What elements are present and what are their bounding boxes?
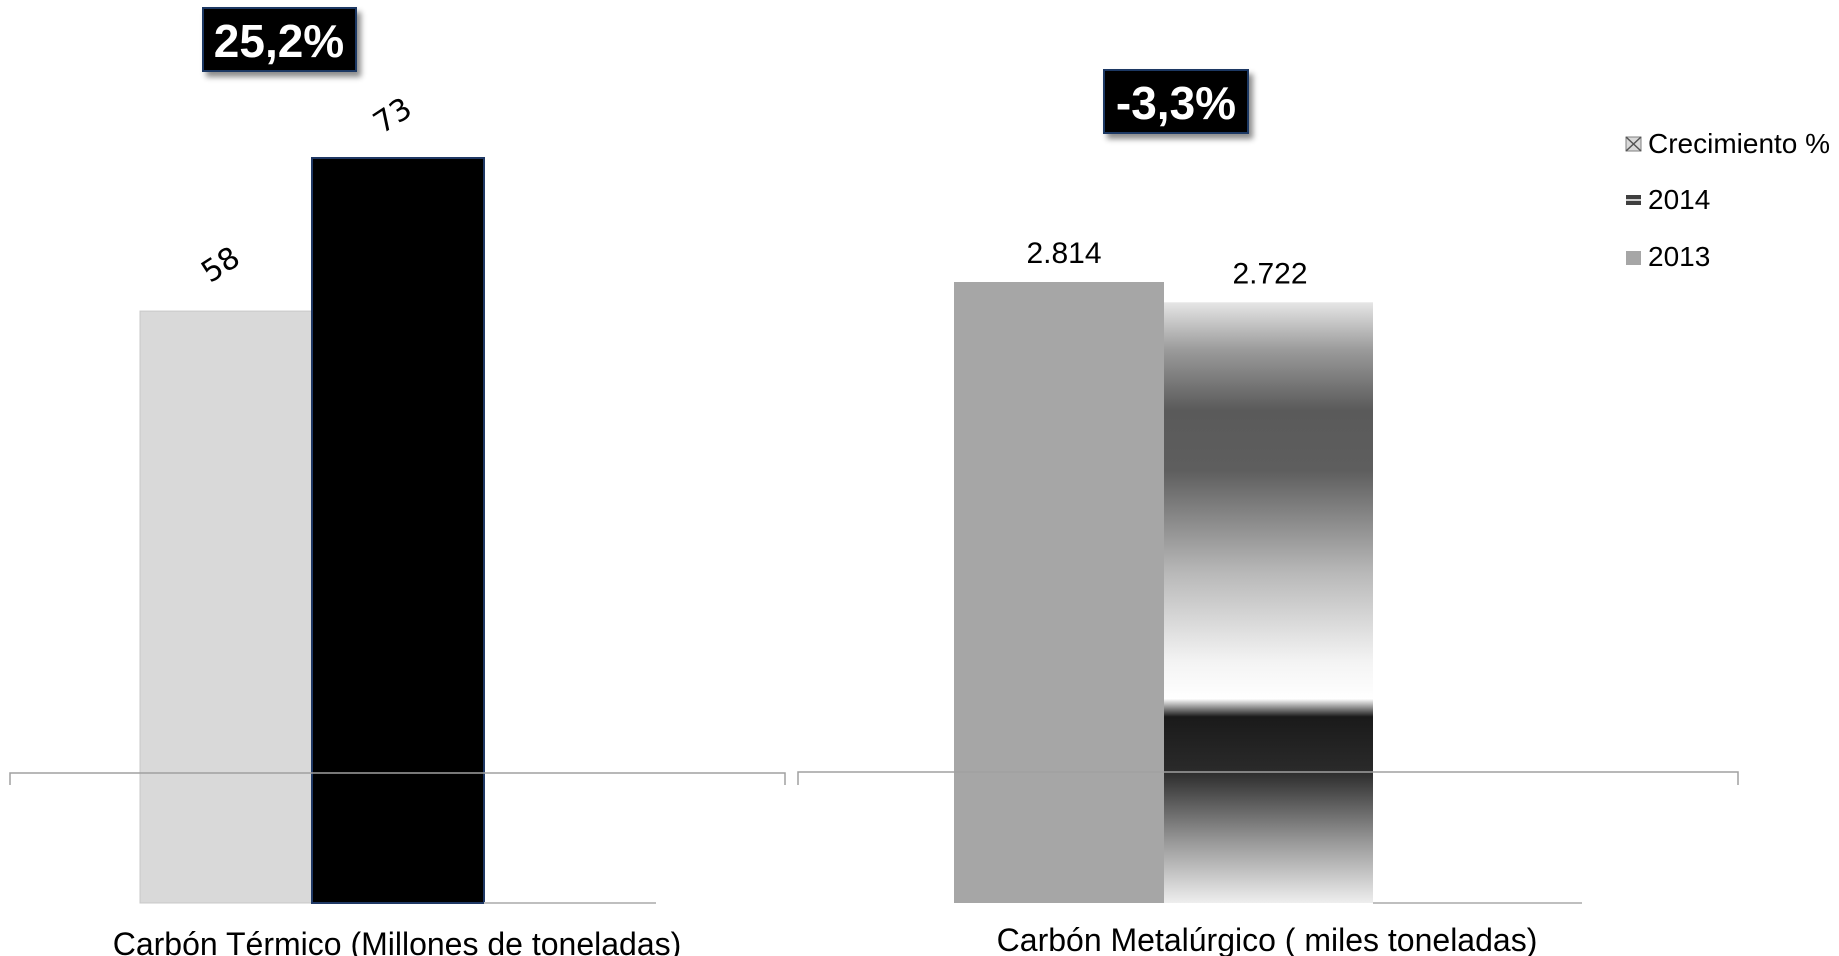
growth-label-metalurgico: -3,3% <box>1116 77 1236 129</box>
category-label-termico: Carbón Térmico (Millones de toneladas) <box>113 926 682 956</box>
striped-swatch-icon <box>1626 195 1641 205</box>
growth-badge-metalurgico: -3,3% <box>1103 69 1249 134</box>
panel-carbon-metalurgico: 2.814 2.722 Carbón Metalúrgico ( miles t… <box>797 69 1739 956</box>
bar-2013-termico <box>139 310 313 904</box>
value-label-2013-termico: 58 <box>195 240 246 290</box>
growth-badge-termico: 25,2% <box>202 7 357 72</box>
panel-carbon-termico: 58 73 Carbón Térmico (Millones de tonela… <box>9 7 786 956</box>
value-label-2014-metalurgico: 2.722 <box>1232 257 1307 290</box>
value-label-2014-termico: 73 <box>367 91 418 141</box>
bar-2014-metalurgico <box>1164 302 1373 904</box>
growth-label-termico: 25,2% <box>214 15 344 67</box>
value-label-2013-metalurgico: 2.814 <box>1026 237 1101 270</box>
x-axis-termico <box>9 772 786 785</box>
bar-2013-metalurgico <box>954 282 1164 903</box>
legend-label-2014: 2014 <box>1648 184 1710 215</box>
category-label-metalurgico: Carbón Metalúrgico ( miles toneladas) <box>997 922 1538 956</box>
x-axis-metalurgico <box>797 771 1739 785</box>
legend-label-crecimiento: Crecimiento % <box>1648 128 1830 159</box>
legend-item-2013: 2013 <box>1626 241 1710 272</box>
gray-swatch-icon <box>1626 251 1641 265</box>
legend-item-crecimiento: Crecimiento % <box>1625 128 1830 159</box>
envelope-swatch-icon <box>1625 136 1642 152</box>
legend-label-2013: 2013 <box>1648 241 1710 272</box>
bar-2014-termico <box>311 157 485 904</box>
legend-item-2014: 2014 <box>1626 184 1710 215</box>
legend: Crecimiento % 2014 2013 <box>1625 128 1830 272</box>
